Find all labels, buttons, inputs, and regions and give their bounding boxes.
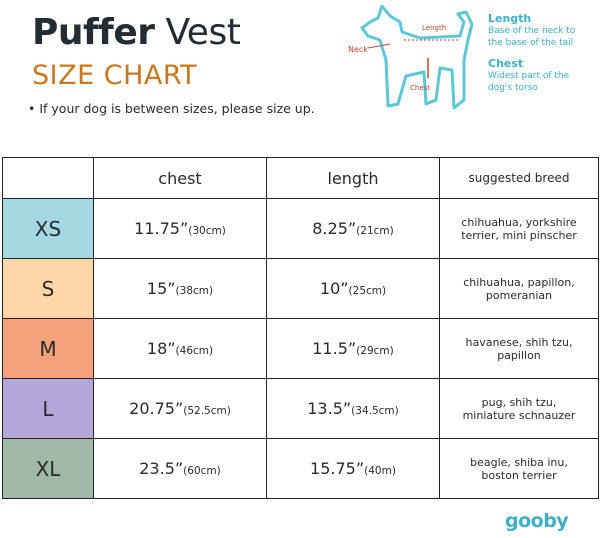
size-cell: M <box>2 318 94 379</box>
legend: Length Base of the neck to the base of t… <box>488 12 578 94</box>
legend-description: Base of the neck to the base of the tail <box>488 26 576 48</box>
inches: 20.75” <box>129 399 184 418</box>
breed-cell: beagle, shiba inu, boston terrier <box>439 438 599 499</box>
chest-cell: 11.75”(30cm) <box>93 198 267 259</box>
size-row: L 20.75”(52.5cm) 13.5”(34.5cm) pug, shih tz… <box>2 378 599 439</box>
breed-cell: havanese, shih tzu, papillon <box>439 318 599 379</box>
logo: gooby <box>505 510 569 532</box>
centimeters: (34.5cm) <box>351 405 399 417</box>
chest-cell: 15”(38cm) <box>93 258 267 319</box>
size-cell: S <box>2 258 94 319</box>
inches: 13.5” <box>307 399 352 418</box>
centimeters: (29cm) <box>356 345 394 357</box>
centimeters: (38cm) <box>175 285 214 297</box>
header-cell: suggested breed <box>439 157 599 199</box>
header-cell: chest <box>93 157 267 199</box>
size-cell: XS <box>2 198 94 259</box>
length-cell: 13.5”(34.5cm) <box>266 378 440 439</box>
legend-description: Widest part of the dog's torso <box>488 71 570 93</box>
inches: 8.25” <box>312 219 357 238</box>
size-row: XL 23.5”(60cm) 15.75”(40m) beagle, shiba in… <box>2 438 599 499</box>
title-bold: Puffer <box>32 12 155 53</box>
size-row: M 18”(46cm) 11.5”(29cm) havanese, shih tzu,… <box>2 318 599 379</box>
length-cell: 8.25”(21cm) <box>266 198 440 259</box>
header-row: chest length suggested breed <box>2 157 599 199</box>
centimeters: (25cm) <box>348 285 387 297</box>
title-regular: Vest <box>165 12 241 53</box>
title: Puffer Vest <box>32 12 241 53</box>
inches: 15.75” <box>310 459 365 478</box>
inches: 18” <box>146 339 176 358</box>
inches: 15” <box>146 279 176 298</box>
neck-arrow <box>367 43 391 49</box>
centimeters: (30cm) <box>188 225 226 237</box>
dog-outline <box>360 4 474 110</box>
inches: 23.5” <box>139 459 184 478</box>
length-cell: 15.75”(40m) <box>266 438 440 499</box>
size-cell: XL <box>2 438 94 499</box>
inches: 10” <box>319 279 349 298</box>
length-cell: 11.5”(29cm) <box>266 318 440 379</box>
centimeters: (40m) <box>364 465 396 477</box>
centimeters: (52.5cm) <box>183 405 231 417</box>
size-cell: L <box>2 378 94 439</box>
note: • If your dog is between sizes, please s… <box>28 101 315 116</box>
centimeters: (60cm) <box>183 465 221 477</box>
length-label: Length <box>422 24 446 32</box>
chest-cell: 23.5”(60cm) <box>93 438 267 499</box>
centimeters: (46cm) <box>175 345 214 357</box>
size-table: chest length suggested breed XS 11.75”(30cm)… <box>2 157 599 499</box>
size-row: S 15”(38cm) 10”(25cm) chihuahua, papillon, … <box>2 258 599 319</box>
breed-cell: chihuahua, papillon, pomeranian <box>439 258 599 319</box>
legend-term: Length <box>488 12 532 25</box>
legend-term: Chest <box>488 57 524 70</box>
header-cell <box>2 157 94 199</box>
breed-cell: chihuahua, yorkshire terrier, mini pinsc… <box>439 198 599 259</box>
neck-label: Neck <box>348 45 368 54</box>
breed-cell: pug, shih tzu, miniature schnauzer <box>439 378 599 439</box>
header-cell: length <box>266 157 440 199</box>
centimeters: (21cm) <box>356 225 394 237</box>
size-row: XS 11.75”(30cm) 8.25”(21cm) chihuahua, york… <box>2 198 599 259</box>
dog-diagram: Neck Length Chest <box>348 4 474 110</box>
chest-cell: 20.75”(52.5cm) <box>93 378 267 439</box>
inches: 11.75” <box>134 219 189 238</box>
subtitle: SIZE CHART <box>32 60 198 91</box>
chest-cell: 18”(46cm) <box>93 318 267 379</box>
chest-label: Chest <box>410 84 430 92</box>
length-cell: 10”(25cm) <box>266 258 440 319</box>
inches: 11.5” <box>312 339 357 358</box>
